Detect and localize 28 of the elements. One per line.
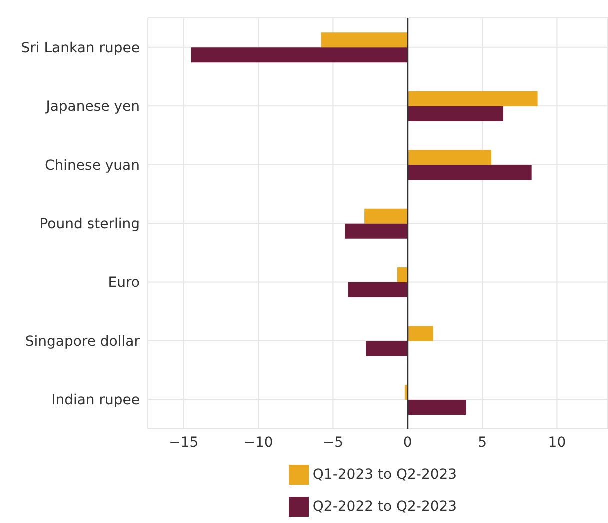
bar bbox=[397, 268, 408, 283]
bar bbox=[408, 150, 492, 166]
bar bbox=[345, 224, 408, 239]
y-tick-label: Pound sterling bbox=[40, 216, 140, 232]
bar bbox=[408, 326, 434, 342]
bar bbox=[366, 341, 408, 356]
y-tick-label: Euro bbox=[108, 275, 140, 292]
x-tick-label: 0 bbox=[403, 434, 412, 451]
y-tick-label: Japanese yen bbox=[45, 99, 140, 116]
legend-label: Q2-2022 to Q2-2023 bbox=[312, 499, 458, 515]
x-tick-label: 10 bbox=[548, 434, 566, 451]
x-tick-label: −15 bbox=[169, 434, 199, 451]
y-tick-label: Singapore dollar bbox=[25, 334, 140, 350]
y-tick-label: Chinese yuan bbox=[45, 158, 140, 174]
x-tick-label: −10 bbox=[244, 434, 274, 451]
bar bbox=[408, 400, 466, 415]
bar bbox=[364, 208, 408, 224]
bar bbox=[321, 32, 408, 48]
y-tick-label: Indian rupee bbox=[52, 392, 140, 409]
bar bbox=[408, 106, 504, 122]
legend-label: Q1-2023 to Q2-2023 bbox=[312, 467, 458, 483]
y-tick-label: Sri Lankan rupee bbox=[21, 40, 140, 56]
bar bbox=[348, 282, 408, 298]
x-tick-label: 5 bbox=[478, 434, 488, 451]
bar bbox=[408, 165, 532, 180]
bar bbox=[408, 91, 538, 106]
x-tick-label: −5 bbox=[322, 434, 344, 451]
bar bbox=[191, 48, 408, 63]
